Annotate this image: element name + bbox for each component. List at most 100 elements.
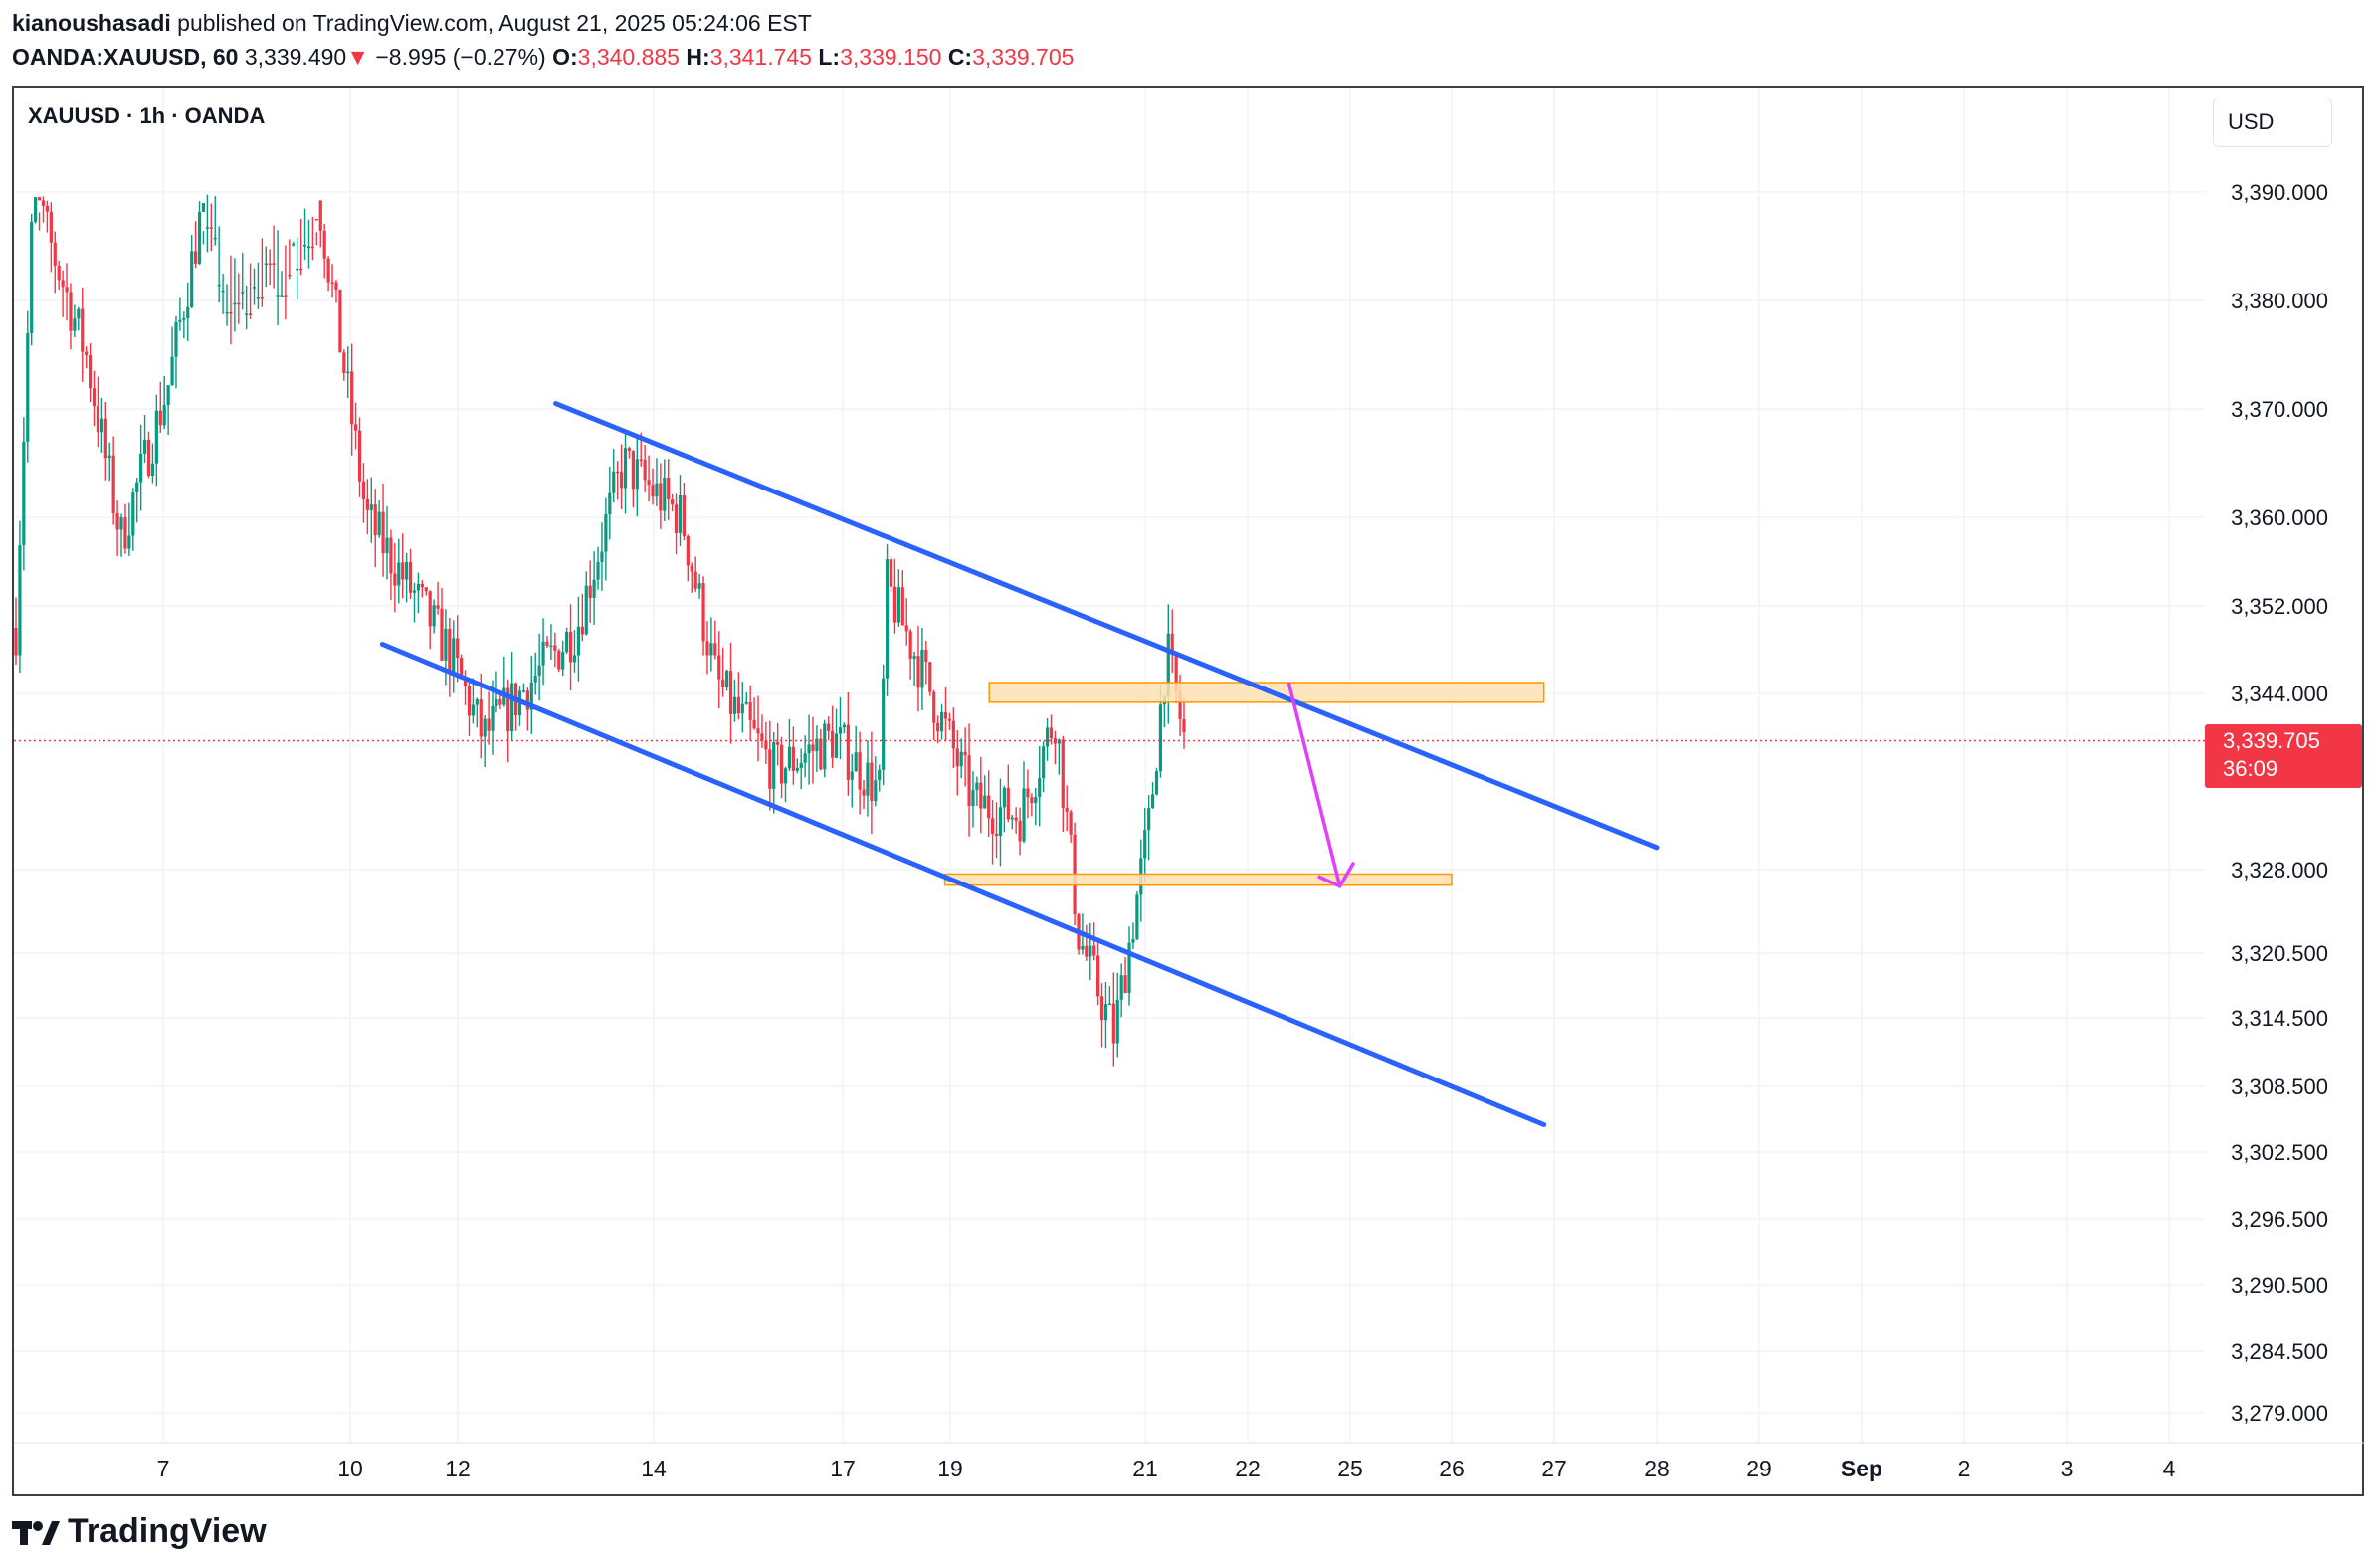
candle-body [1026,788,1030,798]
candle-body [635,459,639,490]
candle-body [975,782,979,790]
candle-body [30,221,34,334]
down-arrow-icon: ▼ [346,44,369,70]
candle-body [217,284,221,287]
time-tick-label: 25 [1337,1456,1363,1481]
candle-body [174,321,178,357]
candle-body [408,561,413,593]
candle-body [1123,975,1127,994]
candle-body [463,677,468,686]
candle-body [1178,691,1182,719]
candle-body [928,662,932,692]
candle-body [205,227,209,229]
chart-frame[interactable] [12,86,2364,1496]
candle-body [510,683,514,732]
candle-body [779,744,784,784]
candle-body [154,410,158,464]
price-tick-label: 3,302.500 [2231,1140,2328,1165]
candle-body [1089,945,1092,957]
candle-body [440,608,444,661]
candle-body [783,768,788,784]
candle-body [943,711,948,719]
candle-body [346,371,350,374]
published-text: published on TradingView.com, August 21,… [177,10,812,36]
candle-body [529,682,533,710]
candle-body [823,723,827,770]
candle-body [627,448,632,452]
candle-body [487,718,491,731]
candle-body [545,641,549,646]
candle-body [284,295,288,297]
currency-button[interactable]: USD [2213,98,2332,147]
candle-body [565,631,569,653]
candle-body [991,818,995,834]
candle-body [811,744,815,752]
candle-body [623,448,628,489]
time-tick-label: 19 [937,1456,963,1481]
candle-body [119,517,123,530]
current-price-value: 3,339.705 [2223,728,2320,753]
candle-body [1131,939,1135,943]
tradingview-logo[interactable]: TradingView [12,1512,267,1551]
close-value: 3,339.705 [972,44,1075,70]
candle-body [983,795,987,809]
candle-body [506,687,510,732]
candle-body [561,652,565,670]
candle-body [1085,945,1089,957]
candle-body [260,296,264,299]
channel-upper-line [553,401,1660,851]
close-label: C: [947,44,973,70]
candle-body [639,459,643,461]
candle-body [14,628,18,656]
low-value: 3,339.150 [840,44,942,70]
candle-body [537,665,541,676]
candle-body [77,308,81,319]
candle-body [732,696,737,714]
candle-body [393,573,397,586]
candle-body [213,237,217,240]
candle-body [717,655,721,680]
current-price-tag: 3,339.705 36:09 [2205,724,2362,788]
candle-body [963,751,967,756]
candle-body [1135,894,1139,940]
candle-body [951,720,955,749]
candle-body [721,679,725,688]
candle-body [361,481,366,499]
candle-body [787,746,792,769]
candle-body [1014,817,1018,821]
time-tick-label: 17 [830,1456,856,1481]
candle-body [96,406,100,433]
candle-body [483,718,487,737]
candle-body [498,698,502,705]
candle-body [682,495,687,537]
candle-body [1099,996,1104,1021]
open-label: O: [552,44,578,70]
candle-body [432,605,436,627]
candle-body [795,767,799,771]
candle-body [744,701,748,704]
candle-body [34,197,38,222]
candle-body [412,590,417,593]
candle-body [686,536,690,566]
price-tick-label: 3,284.500 [2231,1339,2328,1364]
candle-body [740,703,744,714]
candle-body [643,460,647,481]
time-tick-label: 14 [641,1456,667,1481]
channel-lower-line [379,642,1547,1127]
candle-body [53,242,57,266]
candle-body [1170,633,1174,655]
candle-body [475,699,479,705]
candle-body [444,628,448,661]
candle-body [1065,807,1069,812]
candle-body [971,789,975,807]
candle-body [326,258,330,283]
price-tick-label: 3,296.500 [2231,1207,2328,1232]
candle-body [647,480,651,486]
candle-body [1092,945,1096,956]
candle-body [557,650,561,670]
candle-body [572,655,577,663]
candle-body [776,742,780,745]
candle-body [123,517,127,549]
author-name[interactable]: kianoushasadi [12,10,171,36]
